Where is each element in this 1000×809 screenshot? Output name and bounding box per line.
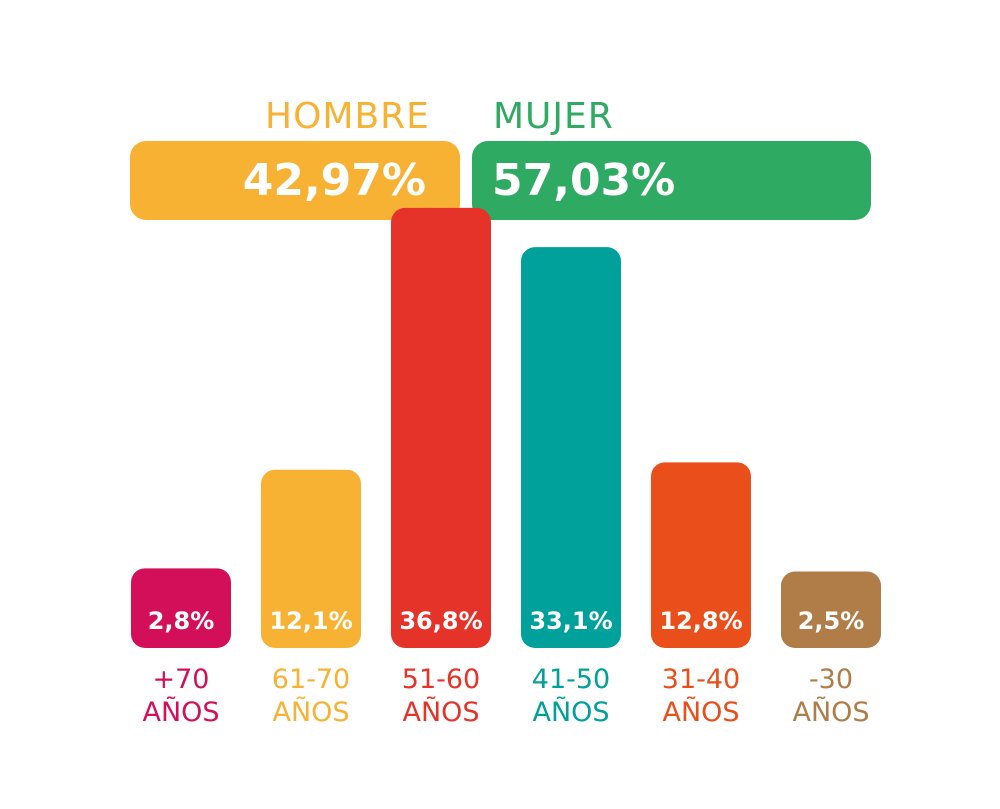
bar-value-label: 2,8%	[148, 607, 215, 635]
gender-value-mujer: 57,03%	[492, 155, 676, 206]
category-label: AÑOS	[142, 696, 219, 728]
bar-value-label: 33,1%	[529, 607, 612, 635]
age-bar	[131, 568, 231, 648]
category-label: AÑOS	[272, 696, 349, 728]
gender-value-hombre: 42,97%	[242, 155, 426, 206]
age-bar	[651, 462, 751, 648]
bar-value-label: 12,8%	[659, 607, 742, 635]
category-label: +70	[153, 664, 210, 695]
category-label: AÑOS	[662, 696, 739, 728]
gender-bar-mujer: 57,03%	[472, 141, 871, 220]
bar-value-label: 12,1%	[269, 607, 352, 635]
category-label: 51-60	[402, 664, 480, 695]
age-bar	[781, 571, 881, 648]
bar-value-label: 2,5%	[798, 607, 865, 635]
gender-label-hombre: HOMBRE	[265, 96, 430, 137]
age-bar	[261, 469, 361, 648]
category-label: 61-70	[272, 664, 350, 695]
category-label: -30	[809, 664, 853, 695]
category-label: 31-40	[662, 664, 740, 695]
gender-label-mujer: MUJER	[493, 96, 614, 137]
age-bar	[521, 247, 621, 648]
category-label: AÑOS	[532, 696, 609, 728]
age-bar	[391, 207, 491, 649]
category-label: AÑOS	[402, 696, 479, 728]
category-label: AÑOS	[792, 696, 869, 728]
gender-bar-hombre: 42,97%	[130, 141, 460, 220]
category-label: 41-50	[532, 664, 610, 695]
bar-value-label: 36,8%	[399, 607, 482, 635]
